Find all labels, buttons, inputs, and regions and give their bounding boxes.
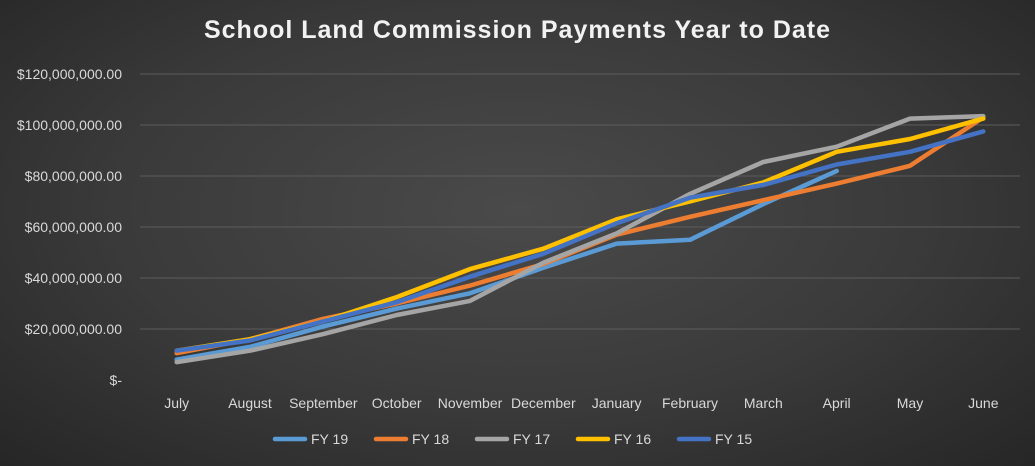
legend-label: FY 15 xyxy=(715,431,752,447)
legend-label: FY 18 xyxy=(412,431,449,447)
y-tick-label: $- xyxy=(110,372,123,388)
y-tick-label: $100,000,000.00 xyxy=(17,117,122,133)
x-tick-label: August xyxy=(228,395,272,411)
y-tick-label: $60,000,000.00 xyxy=(25,219,123,235)
x-tick-label: December xyxy=(511,395,576,411)
y-tick-label: $20,000,000.00 xyxy=(25,321,123,337)
y-tick-label: $120,000,000.00 xyxy=(17,66,122,82)
legend-label: FY 16 xyxy=(614,431,651,447)
x-tick-label: June xyxy=(968,395,999,411)
series-line-fy-17 xyxy=(174,113,986,365)
x-tick-label: October xyxy=(372,395,422,411)
x-tick-label: July xyxy=(164,395,189,411)
x-tick-label: September xyxy=(289,395,358,411)
x-tick-label: March xyxy=(744,395,783,411)
legend-label: FY 17 xyxy=(513,431,550,447)
legend-label: FY 19 xyxy=(311,431,348,447)
x-tick-label: November xyxy=(438,395,503,411)
x-tick-label: April xyxy=(823,395,851,411)
x-tick-label: May xyxy=(897,395,923,411)
x-tick-label: January xyxy=(592,395,642,411)
x-tick-label: February xyxy=(662,395,718,411)
chart-title: School Land Commission Payments Year to … xyxy=(203,16,832,44)
y-tick-label: $80,000,000.00 xyxy=(25,168,123,184)
y-tick-label: $40,000,000.00 xyxy=(25,270,123,286)
series-line-fy-15 xyxy=(174,129,986,353)
series-line-fy-16 xyxy=(174,116,986,353)
